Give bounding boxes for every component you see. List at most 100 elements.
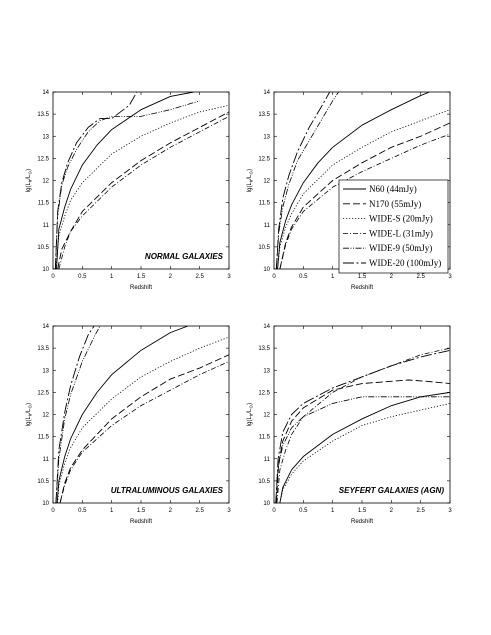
legend-entry-6: WIDE-20 (100mJy) bbox=[369, 258, 441, 268]
series-line-2 bbox=[275, 379, 450, 503]
y-tick-label: 13 bbox=[42, 134, 49, 140]
x-tick-label: 0 bbox=[272, 274, 276, 280]
y-tick-label: 14 bbox=[42, 324, 49, 330]
y-tick-label: 14 bbox=[42, 90, 49, 96]
y-tick-label: 12 bbox=[42, 413, 49, 419]
y-tick-label: 11 bbox=[264, 223, 271, 229]
x-tick-label: 2 bbox=[390, 508, 394, 514]
y-axis-label-part: ir bbox=[249, 413, 254, 416]
y-tick-label: 13.5 bbox=[258, 112, 270, 118]
x-tick-label: 0.5 bbox=[299, 274, 308, 280]
series-group bbox=[54, 92, 229, 269]
x-tick-label: 3 bbox=[227, 508, 231, 514]
y-tick-label: 10 bbox=[42, 501, 49, 507]
legend-box bbox=[338, 179, 449, 274]
y-tick-label: 13 bbox=[263, 368, 270, 374]
y-tick-label: 11 bbox=[43, 457, 50, 463]
series-line-6 bbox=[275, 349, 450, 503]
chart-panel-2: 0 0.5 1 1.5 2 2.5 31010.51111.51212.51313.514R… bbox=[247, 90, 452, 291]
series-line-1 bbox=[279, 391, 450, 503]
x-tick-label: 1.5 bbox=[358, 508, 367, 514]
x-tick-label: 1.5 bbox=[137, 274, 146, 280]
series-line-3 bbox=[57, 336, 229, 503]
panel-annotation: ULTRALUMINOUS GALAXIES bbox=[111, 486, 224, 495]
y-tick-label: 10.5 bbox=[258, 245, 270, 251]
y-tick-label: 11.5 bbox=[38, 435, 50, 441]
y-tick-label: 13 bbox=[42, 368, 49, 374]
legend-entry-5: WIDE-9 (50mJy) bbox=[369, 243, 432, 253]
y-tick-label: 12.5 bbox=[37, 390, 49, 396]
y-axis-label-part: ir bbox=[249, 179, 254, 182]
x-tick-label: 1.5 bbox=[358, 274, 367, 280]
panel-annotation: SEYFERT GALAXIES (AGN) bbox=[339, 486, 445, 495]
x-tick-label: 1 bbox=[331, 274, 335, 280]
series-line-2 bbox=[57, 111, 229, 269]
y-tick-label: 10.5 bbox=[37, 245, 49, 251]
series-line-4 bbox=[279, 133, 450, 269]
y-tick-label: 12 bbox=[263, 179, 270, 185]
y-axis-label-part: ir bbox=[28, 179, 33, 182]
y-axis-label-part: /L bbox=[26, 408, 32, 414]
y-axis-label-part: lg(L bbox=[247, 415, 253, 426]
series-line-5 bbox=[275, 92, 339, 269]
legend-entry-1: N60 (44mJy) bbox=[369, 184, 417, 194]
y-tick-label: 13.5 bbox=[37, 112, 49, 118]
chart-panel-1: 0 0.5 1 1.5 2 2.5 31010.51111.51212.51313.514R… bbox=[26, 90, 231, 291]
y-tick-label: 10.5 bbox=[258, 479, 270, 485]
series-group bbox=[275, 92, 450, 269]
y-axis-label-part: ) bbox=[26, 403, 32, 405]
y-axis-label-part: ) bbox=[247, 169, 253, 171]
y-tick-label: 13.5 bbox=[37, 346, 49, 352]
series-group bbox=[275, 347, 450, 503]
series-line-6 bbox=[275, 92, 331, 269]
y-tick-label: 10 bbox=[263, 501, 270, 507]
x-tick-label: 1 bbox=[110, 274, 114, 280]
series-line-4 bbox=[58, 115, 229, 269]
x-axis-label: Redshift bbox=[351, 519, 373, 525]
x-tick-label: 3 bbox=[448, 274, 452, 280]
x-tick-label: 0 bbox=[272, 508, 276, 514]
series-line-1 bbox=[56, 326, 189, 503]
legend-entry-3: WIDE-S (20mJy) bbox=[369, 214, 433, 224]
series-line-5 bbox=[54, 100, 200, 269]
y-axis-label: lg(Lir/L⊙) bbox=[247, 403, 254, 426]
series-line-6 bbox=[54, 92, 138, 269]
series-line-3 bbox=[279, 403, 450, 503]
series-line-6 bbox=[55, 326, 95, 503]
chart-panel-3: 0 0.5 1 1.5 2 2.5 31010.51111.51212.51313.514R… bbox=[26, 324, 231, 525]
x-tick-label: 2 bbox=[169, 274, 173, 280]
y-axis-label-part: /L bbox=[26, 174, 32, 180]
x-tick-label: 0 bbox=[51, 508, 55, 514]
y-tick-label: 11.5 bbox=[259, 201, 271, 207]
x-tick-label: 2 bbox=[169, 508, 173, 514]
y-tick-label: 12 bbox=[42, 179, 49, 185]
x-tick-label: 1.5 bbox=[137, 508, 146, 514]
y-axis-label-part: ) bbox=[247, 403, 253, 405]
series-line-1 bbox=[277, 92, 430, 269]
y-axis-label-part: ⊙ bbox=[28, 405, 33, 409]
y-tick-label: 11.5 bbox=[38, 201, 50, 207]
panel-annotation: NORMAL GALAXIES bbox=[145, 252, 224, 261]
y-tick-label: 11 bbox=[43, 223, 50, 229]
y-axis-label: lg(Lir/L⊙) bbox=[26, 403, 33, 426]
y-tick-label: 10 bbox=[263, 267, 270, 273]
series-line-4 bbox=[276, 347, 450, 503]
series-line-3 bbox=[277, 109, 450, 269]
series-line-1 bbox=[56, 92, 194, 269]
x-tick-label: 2.5 bbox=[416, 508, 425, 514]
y-axis-label-part: /L bbox=[247, 174, 253, 180]
x-tick-label: 0.5 bbox=[78, 508, 87, 514]
x-tick-label: 0.5 bbox=[299, 508, 308, 514]
series-line-5 bbox=[275, 396, 450, 503]
chart-panel-4: 0 0.5 1 1.5 2 2.5 31010.51111.51212.51313.514R… bbox=[247, 324, 452, 525]
y-tick-label: 12 bbox=[263, 413, 270, 419]
y-axis-label-part: lg(L bbox=[26, 181, 32, 192]
x-tick-label: 0 bbox=[51, 274, 55, 280]
legend-entry-4: WIDE-L (31mJy) bbox=[369, 228, 433, 238]
y-axis-label-part: /L bbox=[247, 408, 253, 414]
y-tick-label: 10.5 bbox=[37, 479, 49, 485]
x-tick-label: 3 bbox=[227, 274, 231, 280]
plot-frame bbox=[52, 325, 230, 504]
y-tick-label: 11.5 bbox=[259, 435, 271, 441]
